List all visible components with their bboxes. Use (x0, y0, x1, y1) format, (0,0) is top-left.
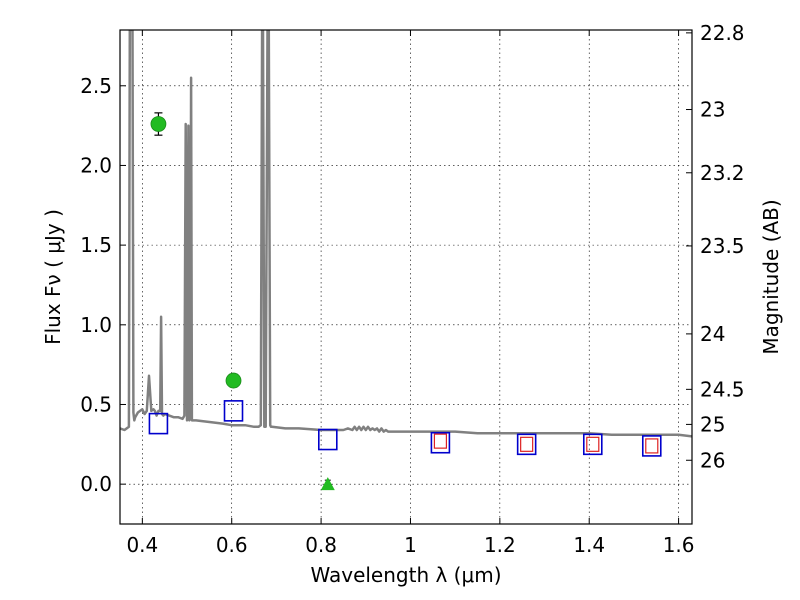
y-tick-label: 0.5 (80, 392, 112, 416)
x-tick-label: 1.2 (484, 533, 516, 557)
x-tick-label: 1.6 (663, 533, 695, 557)
model-square-red (433, 433, 448, 449)
y-tick-label: 1.0 (80, 313, 112, 337)
model-square-blue (223, 400, 244, 422)
observed-point (150, 116, 167, 132)
right-tick-label: 25 (700, 412, 725, 436)
observed-point (225, 372, 242, 389)
right-tick-label: 23.5 (700, 234, 745, 258)
x-tick-label: 1 (404, 533, 417, 557)
right-tick-label: 23 (700, 98, 725, 122)
y-tick-label: 2.0 (80, 153, 112, 177)
model-square-blue (317, 428, 338, 451)
y-axis-label: Flux Fν ( μJy ) (41, 209, 65, 345)
right-tick-label: 22.8 (700, 21, 745, 45)
y-tick-label: 2.5 (80, 74, 112, 98)
spectrum-layer (120, 30, 692, 438)
right-tick-label: 23.2 (700, 161, 745, 185)
y-tick-label: 0.0 (80, 472, 112, 496)
right-tick-label: 24.5 (700, 377, 745, 401)
model-square-blue (641, 435, 662, 457)
x-tick-label: 1.4 (573, 533, 605, 557)
model-square-red (586, 436, 600, 452)
upper-limit-marker (320, 477, 335, 491)
model-square-blue (148, 412, 169, 435)
x-tick-label: 0.8 (305, 533, 337, 557)
model-square-red (645, 438, 659, 454)
grid-lines (120, 30, 692, 524)
model-square-blue (430, 431, 451, 454)
x-axis-label: Wavelength λ (μm) (310, 563, 501, 587)
plot-frame (119, 29, 693, 525)
model-square-blue (582, 433, 603, 456)
right-tick-label: 26 (700, 448, 725, 472)
x-tick-label: 0.4 (126, 533, 158, 557)
right-axis-label: Magnitude (AB) (759, 199, 783, 354)
right-tick-label: 24 (700, 322, 725, 346)
ticks-layer: 0.4 0.6 0.8 1 1.2 1.4 1.6 0.0 0.5 1.0 1.5 2.0 2.5 22.… (80, 21, 744, 557)
x-tick-label: 0.6 (216, 533, 248, 557)
points-layer (148, 112, 662, 491)
y-tick-label: 1.5 (80, 233, 112, 257)
model-square-red (520, 436, 534, 452)
model-square-blue (516, 433, 537, 456)
spectrum-line (120, 30, 692, 438)
